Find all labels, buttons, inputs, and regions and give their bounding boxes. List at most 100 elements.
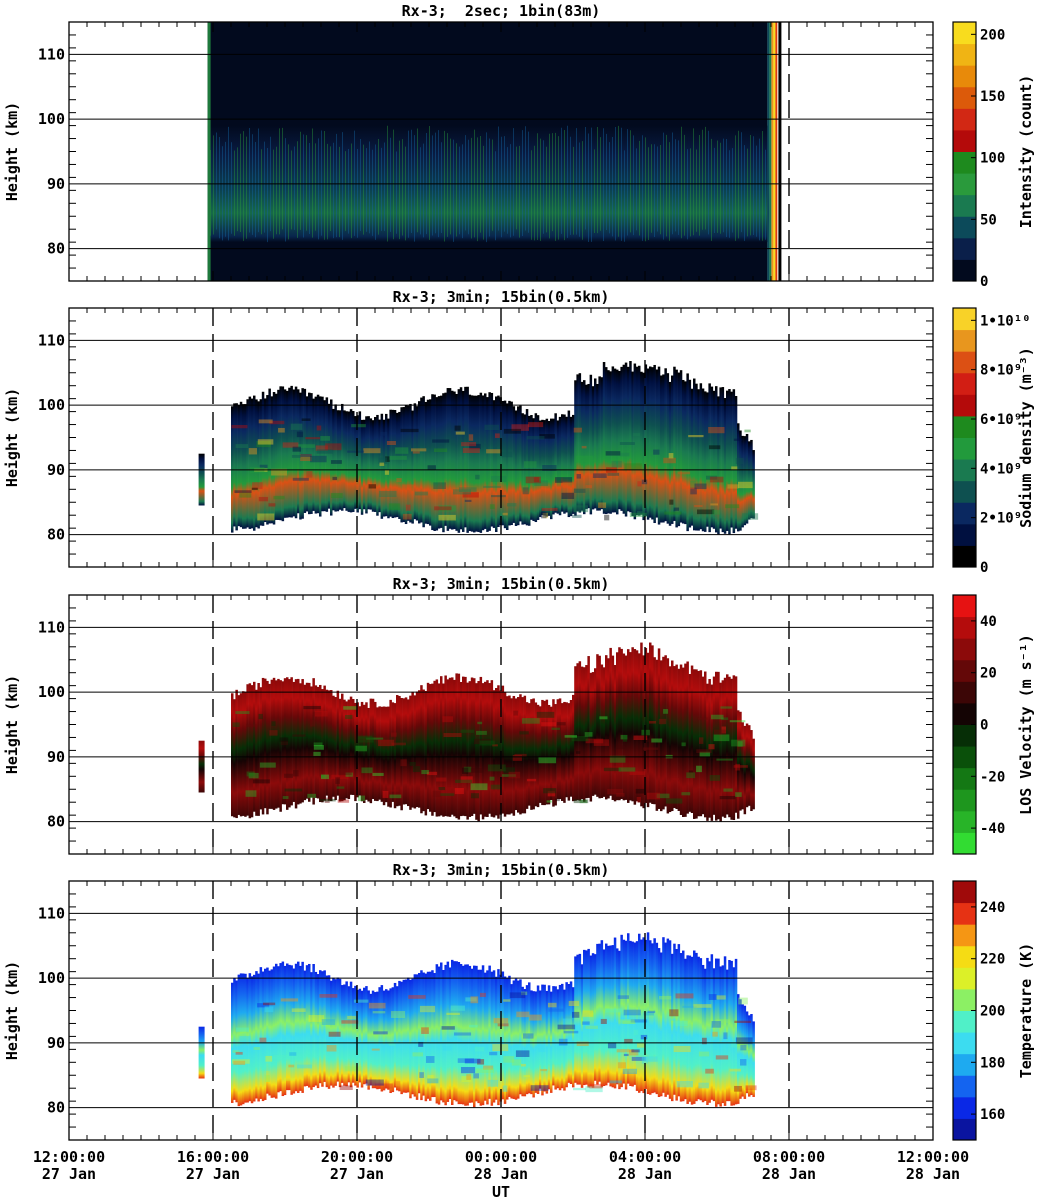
data-column	[330, 690, 333, 802]
data-column	[607, 370, 610, 514]
data-column	[512, 695, 516, 816]
colorbar-segment	[953, 724, 976, 747]
panel-1: Rx-3; 2sec; 1bin(83m) 80 90 100 110 Height (k…	[3, 2, 1035, 290]
x-tick-time-label: 16:00:00	[177, 1148, 249, 1166]
data-column	[429, 971, 432, 1101]
data-column	[301, 679, 304, 803]
data-column	[552, 418, 555, 515]
data-column	[627, 366, 630, 512]
data-column	[338, 698, 342, 802]
colorbar-segment	[953, 746, 976, 769]
data-column	[244, 973, 247, 1103]
texture-cell	[434, 506, 452, 511]
data-column	[477, 395, 480, 533]
texture-cell	[538, 757, 557, 764]
data-column	[338, 978, 342, 1088]
texture-cell	[440, 786, 455, 792]
data-column	[624, 655, 628, 800]
colorbar-tick-label: 180	[980, 1055, 1005, 1071]
texture-cell	[289, 1052, 297, 1056]
data-column	[290, 677, 293, 806]
panel-3: Rx-3; 3min; 15bin(0.5km) 80 90 100 110 Height…	[3, 575, 1035, 855]
data-column	[701, 388, 705, 532]
texture-cell	[609, 1080, 622, 1084]
data-column	[286, 963, 289, 1091]
texture-cell	[486, 449, 501, 454]
data-column	[365, 416, 368, 514]
texture-cell	[737, 741, 743, 747]
data-column	[651, 645, 654, 804]
data-column	[743, 725, 747, 815]
x-tick-time-label: 12:00:00	[33, 1148, 105, 1166]
texture-cell	[248, 772, 259, 779]
data-column	[609, 945, 612, 1087]
colorbar-tick-label: 2•10⁹	[980, 511, 1022, 527]
data-column	[664, 368, 667, 522]
data-column	[497, 685, 500, 819]
data-column	[272, 677, 276, 810]
data-column	[618, 950, 621, 1090]
data-column	[305, 965, 309, 1086]
texture-cell	[511, 1059, 522, 1066]
data-column	[739, 711, 742, 811]
texture-cell	[713, 734, 730, 742]
data-column	[627, 649, 630, 803]
texture-cell	[408, 995, 426, 999]
texture-cell	[366, 737, 384, 740]
data-column	[679, 370, 683, 523]
data-column	[248, 683, 252, 819]
data-column	[613, 368, 617, 513]
data-column	[646, 652, 650, 808]
data-column	[288, 387, 291, 518]
texture-cell	[331, 774, 349, 779]
data-column	[558, 698, 562, 800]
data-column	[589, 374, 593, 515]
texture-cell	[232, 722, 240, 727]
data-column	[600, 940, 604, 1088]
x-tick-date-label: 27 Jan	[330, 1165, 384, 1183]
data-column	[393, 703, 397, 809]
colorbar-segment	[953, 767, 976, 790]
texture-cell	[271, 468, 288, 476]
data-column	[336, 690, 340, 796]
data-column	[233, 978, 236, 1100]
data-column	[686, 955, 689, 1104]
texture-cell	[503, 767, 515, 774]
data-column	[380, 413, 384, 519]
texture-cell	[483, 1065, 494, 1070]
x-tick-date-label: 27 Jan	[186, 1165, 240, 1183]
data-column	[286, 390, 289, 518]
texture-cell	[637, 481, 642, 487]
data-column	[510, 698, 513, 814]
data-column	[723, 398, 727, 534]
data-column	[602, 362, 606, 514]
texture-cell	[503, 999, 511, 1002]
colorbar-segment	[953, 616, 976, 639]
texture-cell	[402, 484, 415, 491]
texture-cell	[290, 423, 303, 430]
colorbar-segment	[953, 945, 976, 968]
texture-cell	[698, 737, 704, 744]
texture-cell	[320, 436, 330, 441]
data-column	[574, 380, 577, 516]
data-column	[479, 676, 483, 815]
data-column	[440, 395, 443, 528]
data-column	[371, 990, 375, 1089]
data-column	[519, 694, 522, 815]
data-column	[752, 450, 755, 519]
data-column	[404, 697, 408, 805]
data-column	[466, 964, 469, 1106]
texture-cell	[419, 1005, 436, 1013]
texture-cell	[239, 492, 252, 498]
texture-cell	[720, 706, 733, 709]
data-column	[686, 373, 689, 532]
texture-cell	[575, 455, 594, 463]
data-column	[741, 1004, 744, 1097]
data-column	[490, 971, 494, 1106]
data-column	[600, 377, 604, 510]
texture-cell	[656, 793, 670, 799]
y-axis-label: Height (km)	[3, 675, 21, 774]
texture-cell	[337, 799, 350, 803]
texture-cell	[593, 739, 610, 746]
data-column	[712, 390, 716, 529]
